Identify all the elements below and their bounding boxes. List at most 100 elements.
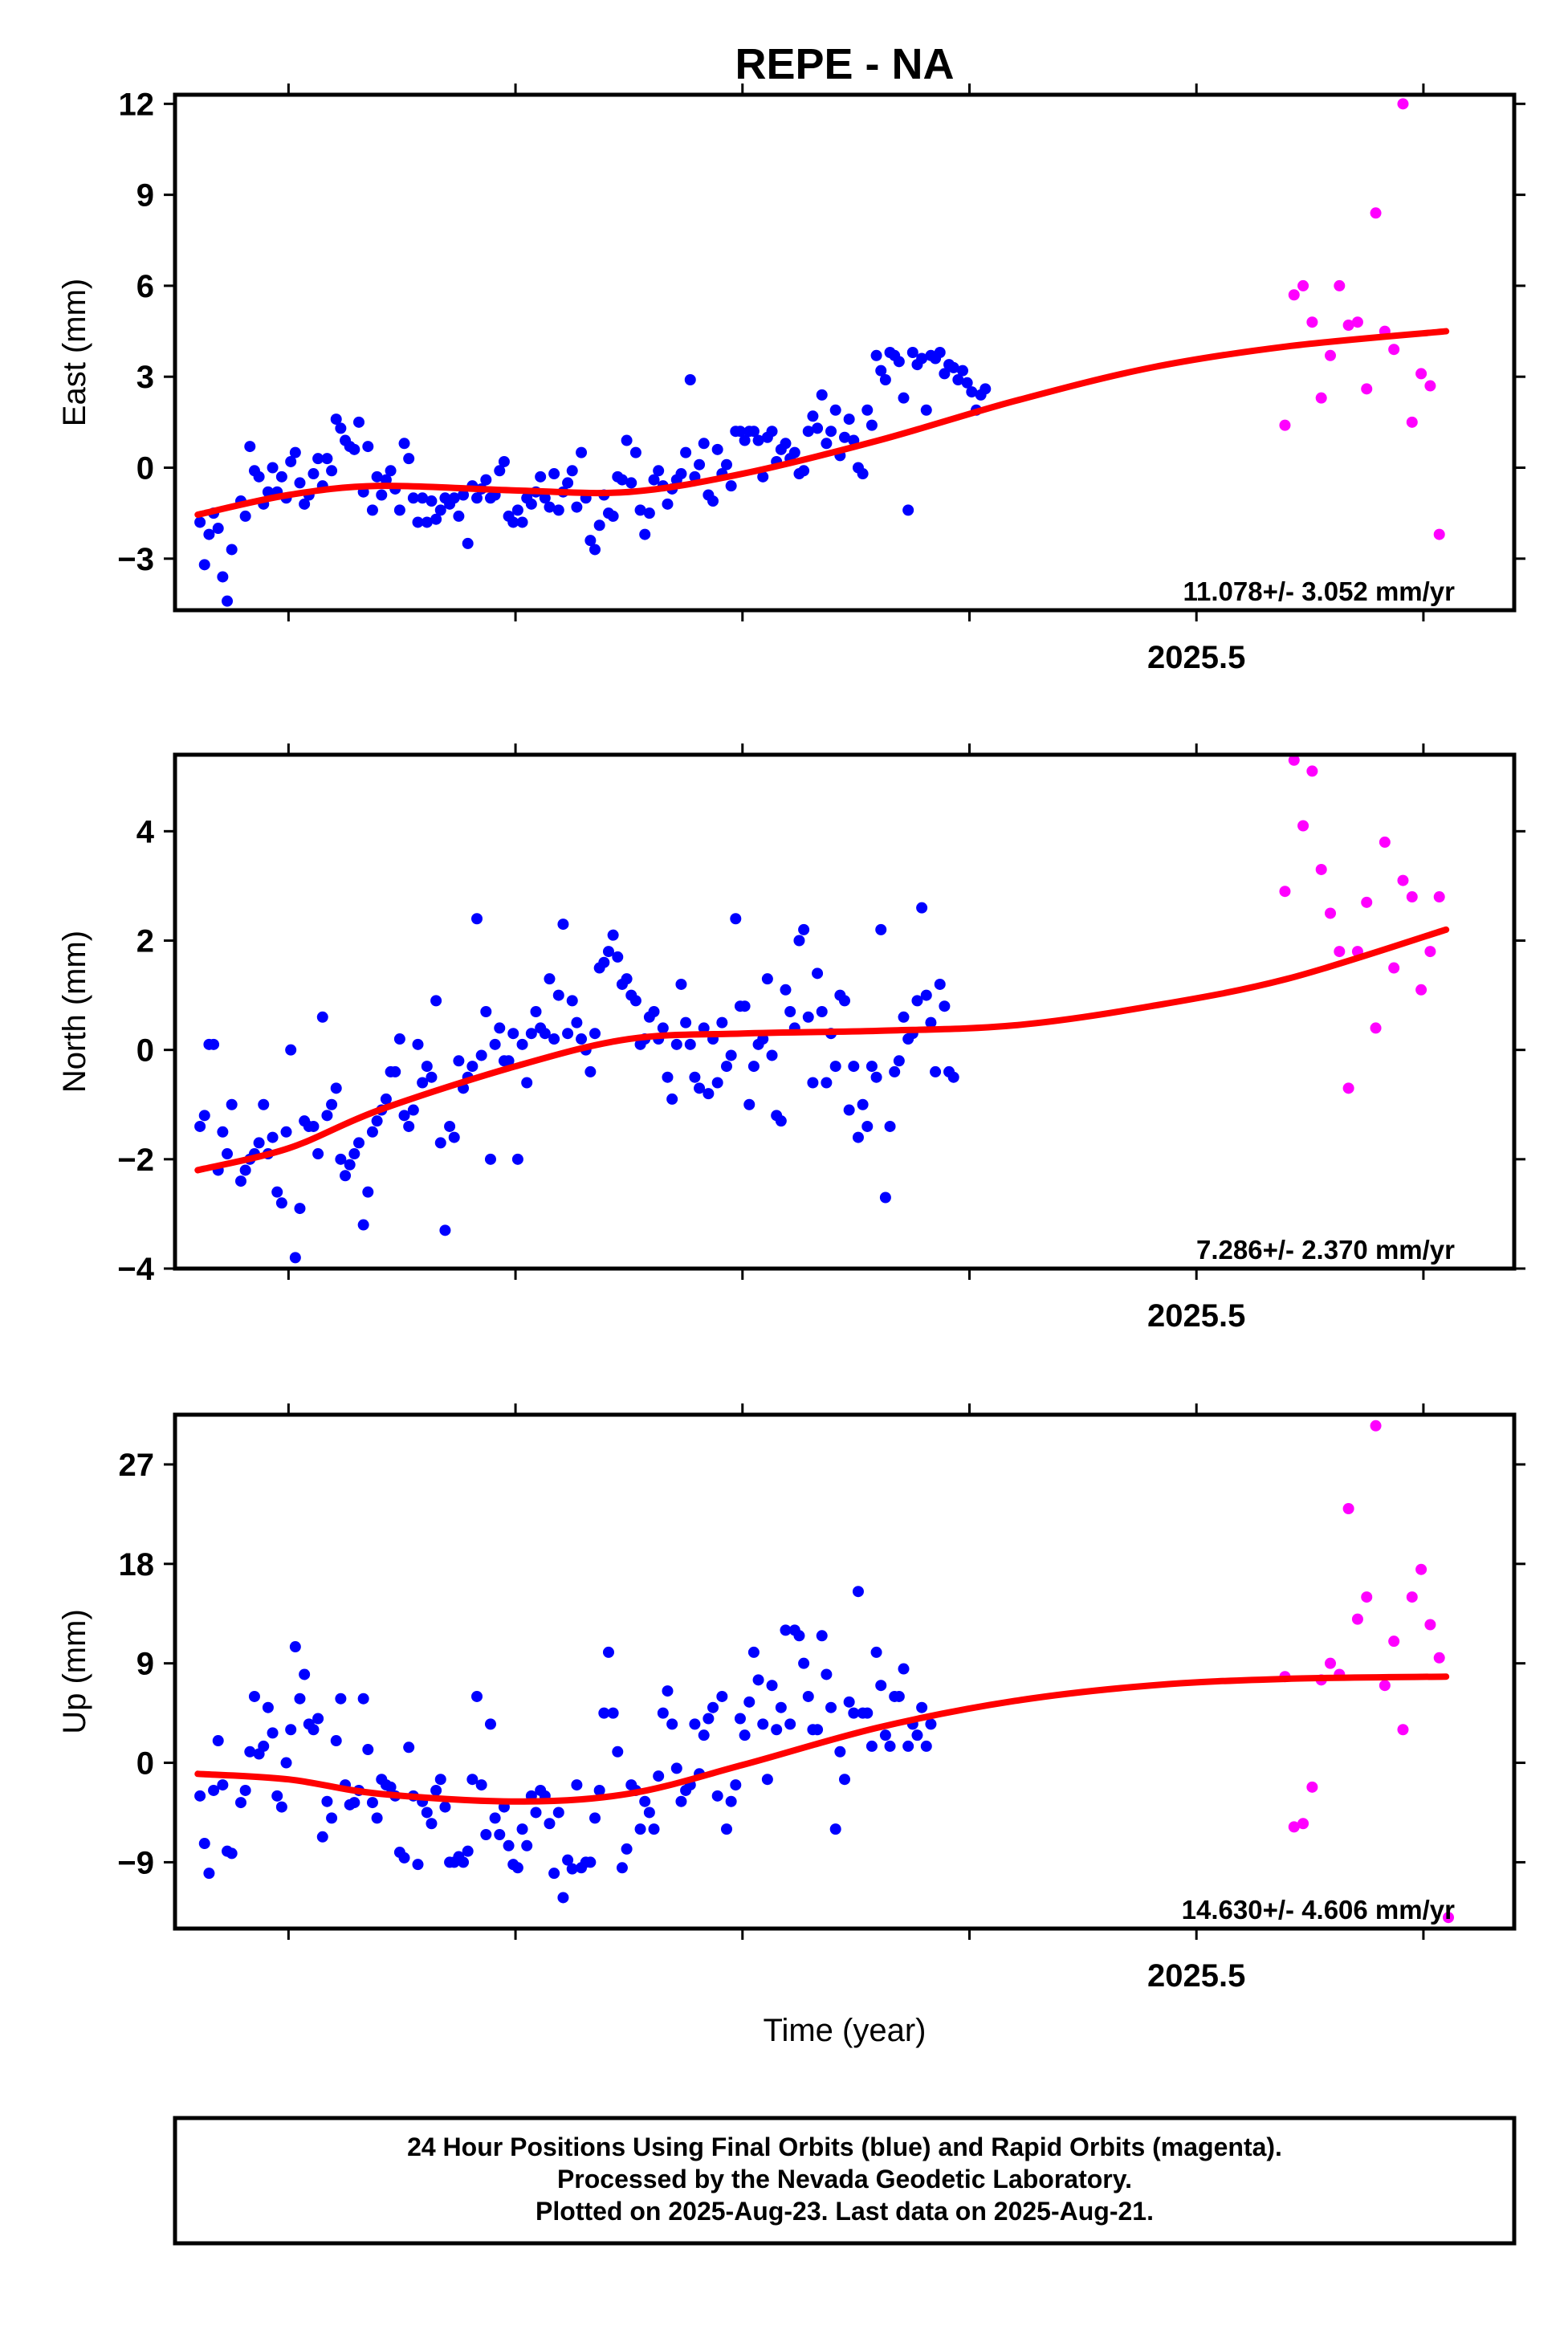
y-tick-label: 0	[136, 451, 154, 487]
final-point	[780, 438, 792, 450]
final-point	[398, 1851, 410, 1864]
final-point	[439, 1224, 451, 1236]
final-point	[544, 501, 556, 513]
final-point	[675, 1795, 687, 1807]
final-point	[893, 1690, 905, 1702]
final-point	[462, 1845, 474, 1857]
final-point	[198, 1110, 210, 1122]
final-point	[861, 1120, 874, 1132]
final-point	[730, 913, 742, 925]
final-point	[821, 438, 833, 450]
final-point	[843, 1104, 855, 1116]
final-point	[262, 486, 274, 498]
final-point	[598, 956, 610, 968]
final-point	[707, 495, 719, 507]
final-point	[684, 1038, 696, 1050]
rapid-point	[1342, 1082, 1354, 1094]
y-axis-label: North (mm)	[57, 931, 92, 1093]
rapid-point	[1288, 1821, 1300, 1833]
final-point	[412, 1859, 424, 1871]
final-point	[357, 1219, 369, 1231]
final-point	[417, 492, 429, 504]
final-point	[893, 1055, 905, 1067]
final-point	[920, 404, 932, 416]
final-point	[426, 1818, 438, 1830]
final-point	[703, 1088, 715, 1100]
final-point	[321, 1795, 333, 1807]
rapid-point	[1388, 1635, 1400, 1648]
final-point	[557, 919, 569, 931]
final-point	[884, 1120, 896, 1132]
final-point	[648, 1823, 660, 1835]
final-point	[839, 431, 850, 443]
final-point	[730, 1779, 742, 1791]
final-point	[766, 1680, 778, 1692]
final-point	[957, 365, 969, 377]
rapid-point	[1406, 416, 1418, 428]
final-point	[771, 1724, 783, 1736]
final-point	[289, 1641, 301, 1653]
final-point	[812, 967, 824, 980]
y-tick-label: 2	[136, 923, 154, 959]
rapid-point	[1415, 984, 1427, 996]
rapid-point	[1306, 1781, 1318, 1793]
final-point	[747, 1061, 760, 1073]
rapid-point	[1397, 1724, 1409, 1736]
final-point	[703, 1713, 715, 1725]
final-point	[625, 477, 637, 489]
final-point	[421, 1061, 433, 1073]
final-point	[825, 426, 837, 438]
rapid-point	[1388, 344, 1400, 356]
final-point	[689, 1718, 701, 1730]
final-point	[875, 1680, 887, 1692]
final-point	[239, 1164, 251, 1176]
final-point	[662, 1071, 674, 1083]
final-point	[203, 1868, 215, 1880]
x-axis-label: Time (year)	[764, 2013, 927, 2048]
final-point	[217, 1126, 229, 1138]
final-point	[434, 504, 446, 516]
final-point	[294, 1693, 306, 1705]
fit-line	[194, 328, 1450, 519]
final-point	[480, 1006, 492, 1017]
final-point	[898, 1663, 910, 1675]
final-point	[825, 1701, 837, 1713]
final-point	[439, 1801, 451, 1813]
final-point	[602, 946, 614, 958]
final-point	[875, 923, 887, 935]
x-tick-label: 2025.5	[1147, 1958, 1245, 1994]
rapid-point	[1351, 316, 1363, 328]
final-point	[362, 1186, 374, 1198]
final-point	[357, 1693, 369, 1705]
final-point	[716, 1690, 728, 1702]
final-point	[552, 989, 564, 1001]
final-point	[362, 1744, 374, 1756]
rapid-point	[1397, 98, 1409, 110]
final-point	[829, 404, 841, 416]
rapid-point	[1297, 1818, 1309, 1830]
final-point	[816, 1006, 828, 1017]
final-point	[203, 528, 215, 540]
final-point	[562, 477, 574, 489]
final-point	[516, 1823, 528, 1835]
final-point	[884, 1740, 896, 1752]
final-point	[316, 1831, 328, 1843]
final-point	[448, 1131, 460, 1143]
final-point	[194, 516, 206, 528]
final-point	[916, 902, 928, 914]
final-point	[557, 1892, 569, 1904]
final-point	[816, 1630, 828, 1642]
final-point	[307, 1120, 320, 1132]
final-point	[743, 1098, 755, 1110]
final-point	[670, 1762, 682, 1774]
final-point	[934, 347, 946, 358]
final-point	[720, 1823, 732, 1835]
final-point	[780, 984, 792, 996]
final-point	[407, 492, 419, 504]
final-point	[839, 995, 850, 1007]
rate-label: 14.630+/- 4.606 mm/yr	[1182, 1895, 1455, 1925]
final-point	[548, 1033, 560, 1045]
final-point	[280, 1757, 292, 1769]
final-point	[525, 498, 537, 510]
